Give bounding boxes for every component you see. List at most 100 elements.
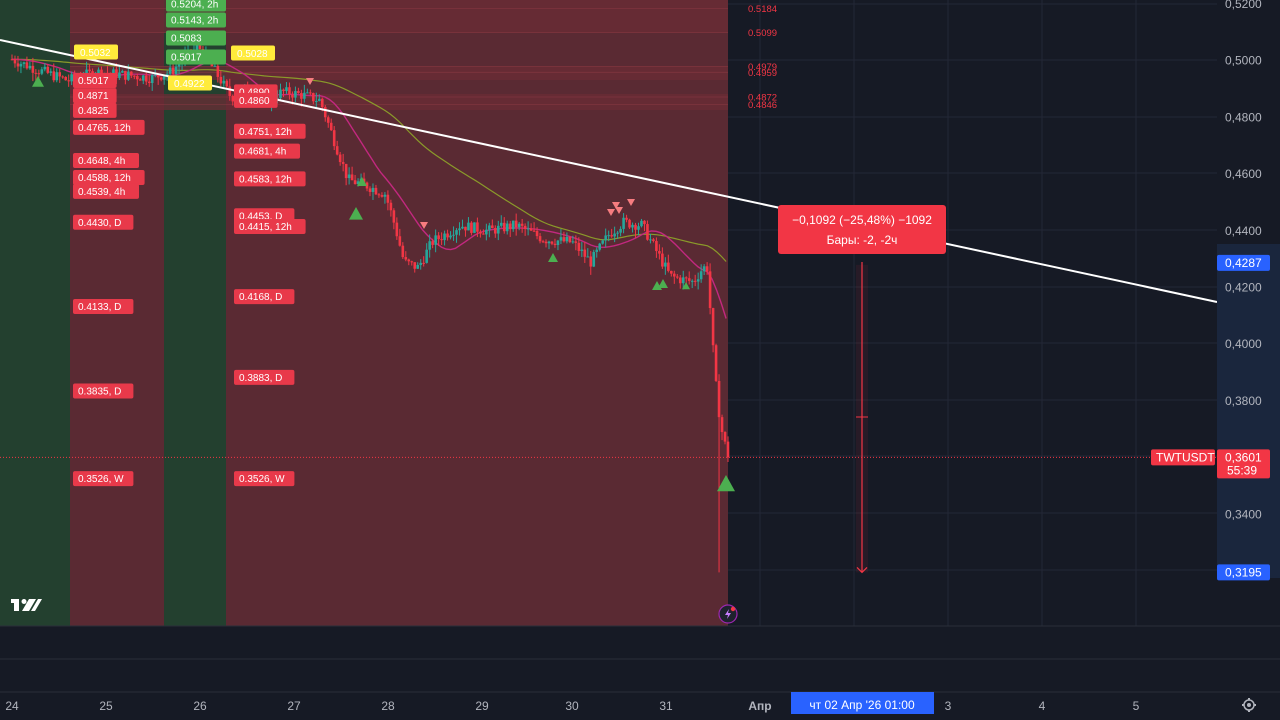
- candle-body: [422, 262, 425, 264]
- candle-body: [174, 66, 178, 74]
- green-zone-label: 0.5204, 2h: [166, 0, 226, 12]
- zone-label: 0.3883, D: [234, 369, 295, 385]
- candle-body: [64, 76, 67, 81]
- candle-body: [344, 163, 348, 179]
- zone-label: 0.3835, D: [73, 383, 134, 399]
- candle-body: [121, 70, 124, 73]
- y-axis-highlight: [1217, 244, 1280, 578]
- candle-body: [335, 146, 339, 155]
- zone-label: 0.3526, W: [73, 471, 134, 487]
- candle-body: [52, 71, 56, 81]
- candle-body: [511, 220, 515, 230]
- supply-band: [70, 66, 728, 80]
- buy-signal-marker: [717, 475, 735, 492]
- candle-body: [502, 222, 506, 232]
- candle-body: [681, 277, 685, 284]
- zone-label: 0.5017: [73, 73, 117, 89]
- candle-body: [365, 182, 369, 189]
- candle-body: [705, 266, 709, 272]
- zone-label-text: 0.3526, W: [78, 474, 124, 485]
- candle-body: [138, 79, 142, 81]
- candle-body: [514, 220, 518, 228]
- candle-body: [437, 235, 440, 240]
- countdown-text: 55:39: [1227, 463, 1257, 477]
- candle-body: [452, 234, 455, 236]
- zone-label-text: 0.4825: [78, 106, 109, 117]
- candle-body: [473, 222, 476, 233]
- zone-label-text: 0.4751, 12h: [239, 127, 292, 138]
- candle-body: [476, 222, 479, 232]
- candle-body: [323, 107, 327, 118]
- candle-body: [317, 98, 321, 101]
- last-price-text: 0,3601: [1225, 450, 1262, 464]
- zone-label-text: 0.4583, 12h: [239, 174, 292, 185]
- candle-body: [377, 194, 381, 196]
- candle-body: [723, 432, 727, 442]
- tradingview-logo[interactable]: [11, 599, 42, 611]
- measure-box: [778, 205, 946, 254]
- zone-label: 0.4415, 12h: [234, 219, 306, 235]
- sell-signal-marker: [615, 207, 623, 214]
- yellow-price-label-text: 0.4922: [174, 79, 205, 90]
- sell-signal-marker: [627, 199, 635, 206]
- candle-body: [661, 253, 664, 267]
- candle-body: [112, 69, 115, 74]
- candle-body: [398, 236, 402, 246]
- zone-label-text: 0.4430, D: [78, 218, 121, 229]
- candle-body: [329, 122, 333, 131]
- buy-signal-marker: [349, 207, 363, 220]
- zone-label: 0.4539, 4h: [73, 183, 139, 199]
- measure-low-badge: [1217, 564, 1270, 581]
- candle-body: [443, 233, 446, 241]
- yellow-price-label: 0.5032: [74, 44, 118, 60]
- green-zone-label: 0.5143, 2h: [166, 12, 226, 28]
- zone-label: 0.4430, D: [73, 214, 134, 230]
- candle-body: [425, 249, 428, 263]
- measure-low-text: 0,3195: [1225, 565, 1262, 579]
- y-axis-tick: 0,4600: [1225, 167, 1262, 181]
- measure-tool[interactable]: −0,1092 (−25,48%) −1092 Бары: -2, -2ч: [778, 205, 946, 574]
- buy-signal-marker: [548, 253, 558, 262]
- candle-body: [631, 224, 634, 228]
- candle-body: [380, 195, 384, 197]
- candle-body: [482, 233, 485, 235]
- candle-body: [168, 67, 172, 74]
- candle-body: [315, 100, 318, 102]
- candle-body: [386, 194, 390, 203]
- candle-body: [699, 271, 703, 280]
- candle-body: [464, 226, 467, 231]
- candle-body: [25, 62, 29, 69]
- yellow-price-label: 0.4922: [168, 75, 212, 91]
- zone-label-text: 0.4890: [239, 87, 270, 98]
- candle-body: [291, 94, 294, 98]
- candle-body: [589, 256, 593, 267]
- zone-label-text: 0.4588, 12h: [78, 173, 131, 184]
- zone-label-text: 0.5017: [78, 76, 109, 87]
- candle-body: [395, 222, 399, 237]
- candle-body: [282, 89, 285, 92]
- candle-body: [667, 262, 670, 271]
- lightning-icon[interactable]: [718, 604, 738, 624]
- candle-body: [467, 222, 470, 231]
- candle-body: [404, 257, 408, 260]
- candle-body: [383, 194, 387, 197]
- gear-icon[interactable]: [1242, 698, 1256, 712]
- candle-body: [508, 223, 512, 230]
- candle-body: [288, 87, 291, 95]
- zone-label-text: 0.4133, D: [78, 302, 121, 313]
- supply-band: [70, 94, 728, 110]
- candle-body: [568, 236, 572, 243]
- candle-body: [494, 228, 497, 234]
- candle-body: [556, 240, 560, 246]
- candle-body: [532, 230, 536, 232]
- candle-body: [470, 222, 473, 233]
- candle-body: [628, 219, 631, 228]
- x-axis-tick: 30: [565, 699, 579, 713]
- green-zone-label-text: 0.5083: [171, 34, 202, 45]
- candle-body: [416, 264, 420, 269]
- y-axis-tick: 0,4000: [1225, 337, 1262, 351]
- candle-body: [195, 45, 199, 50]
- candle-body: [613, 233, 616, 237]
- crosshair-time-badge: [791, 692, 934, 714]
